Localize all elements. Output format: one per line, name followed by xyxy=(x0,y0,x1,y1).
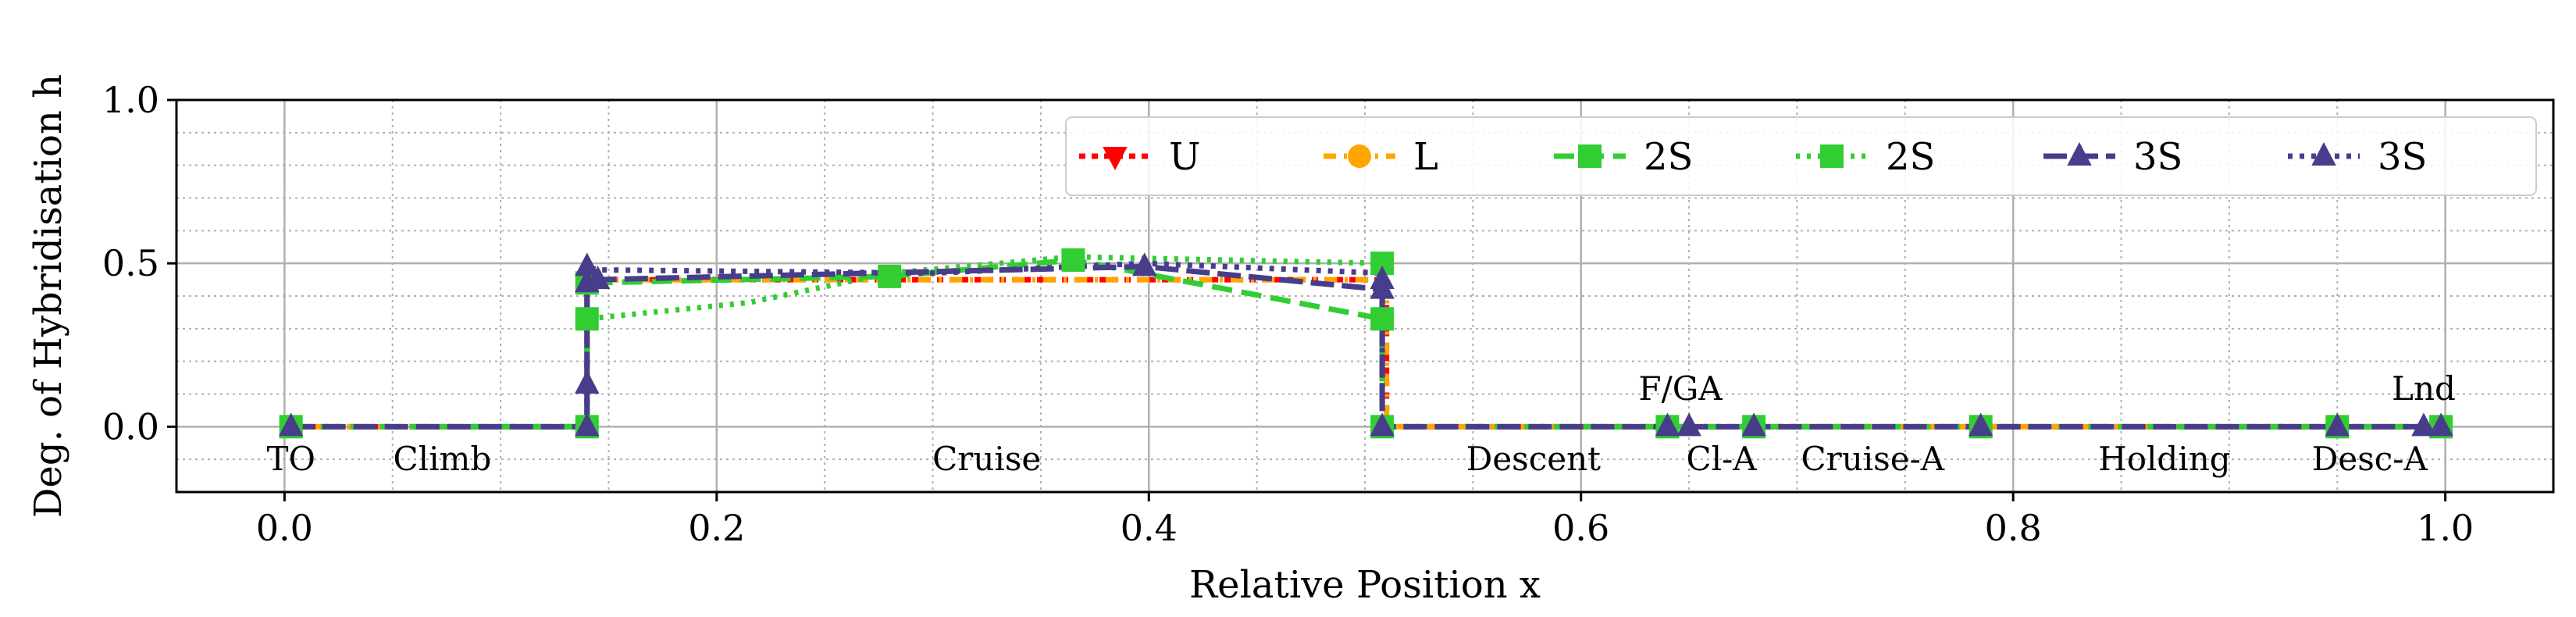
series-marker xyxy=(1655,412,1680,437)
axis-ticks: 0.0 0.2 0.4 0.6 0.8 1.0 0.0 0.5 1.0 xyxy=(102,79,2474,549)
phase-label: F/GA xyxy=(1638,369,1723,408)
legend-entry-2: 2S xyxy=(1554,135,1693,179)
series-marker xyxy=(1370,307,1395,331)
phase-label: Desc-A xyxy=(2312,440,2428,478)
x-tick-label: 0.4 xyxy=(1121,507,1178,549)
series-marker xyxy=(878,264,902,288)
phase-label: TO xyxy=(266,440,315,478)
series-line-3s-5 xyxy=(584,260,1385,427)
x-tick-label: 1.0 xyxy=(2417,507,2474,549)
legend-label: L xyxy=(1413,135,1438,179)
series-marker xyxy=(1676,412,1701,437)
y-tick-label: 1.0 xyxy=(102,79,159,121)
series-marker xyxy=(2325,412,2350,437)
legend-entry-5: 3S xyxy=(2288,135,2427,179)
y-tick-label: 0.0 xyxy=(102,405,159,448)
series-layer xyxy=(278,248,2453,439)
series-marker xyxy=(1820,144,1844,168)
series-marker xyxy=(2311,142,2336,166)
series-marker xyxy=(2067,142,2092,166)
phase-label: Holding xyxy=(2098,440,2231,478)
legend-entry-1: L xyxy=(1324,135,1438,179)
legend-box xyxy=(1065,116,2537,196)
series-marker xyxy=(1578,144,1602,168)
legend-entry-3: 2S xyxy=(1796,135,1935,179)
legend-label: U xyxy=(1169,135,1200,179)
x-tick-label: 0.2 xyxy=(688,507,745,549)
phase-labels: TO Climb Cruise Descent F/GA Cl-A Cruise-A Hold… xyxy=(266,369,2455,478)
x-axis-label: Relative Position x xyxy=(1189,563,1541,607)
series-marker xyxy=(1131,252,1157,276)
series-marker xyxy=(575,412,600,437)
legend: U L 2S 2S 3S 3S xyxy=(1065,116,2537,196)
series-marker xyxy=(2428,412,2453,437)
x-tick-label: 0.8 xyxy=(1985,507,2042,549)
phase-label: Lnd xyxy=(2392,369,2456,408)
legend-label: 2S xyxy=(1886,135,1935,179)
legend-entry-0: U xyxy=(1079,135,1200,179)
axes-frame xyxy=(175,98,2555,494)
legend-label: 3S xyxy=(2133,135,2182,179)
series-marker xyxy=(1741,412,1766,437)
series-marker xyxy=(278,412,304,437)
phase-label: Descent xyxy=(1466,440,1602,478)
series-marker xyxy=(1348,144,1371,168)
series-marker xyxy=(575,252,600,276)
phase-label: Climb xyxy=(394,440,492,478)
y-axis-label: Deg. of Hybridisation h xyxy=(27,74,70,518)
x-tick-label: 0.0 xyxy=(256,507,313,549)
phase-label: Cl-A xyxy=(1687,440,1758,478)
series-marker xyxy=(575,369,600,394)
y-tick-label: 0.5 xyxy=(102,242,159,284)
series-marker xyxy=(2411,412,2436,437)
phase-label: Cruise-A xyxy=(1801,440,1944,478)
legend-entry-4: 3S xyxy=(2043,135,2182,179)
series-marker xyxy=(575,307,599,331)
series-marker xyxy=(1370,266,1395,290)
legend-label: 2S xyxy=(1644,135,1693,179)
series-marker xyxy=(1103,147,1128,170)
x-tick-label: 0.6 xyxy=(1552,507,1609,549)
series-marker xyxy=(1968,412,1993,437)
series-marker xyxy=(1061,248,1085,272)
phase-label: Cruise xyxy=(932,440,1041,478)
series-marker xyxy=(585,266,611,290)
legend-label: 3S xyxy=(2378,135,2427,179)
series-marker xyxy=(1370,412,1395,437)
